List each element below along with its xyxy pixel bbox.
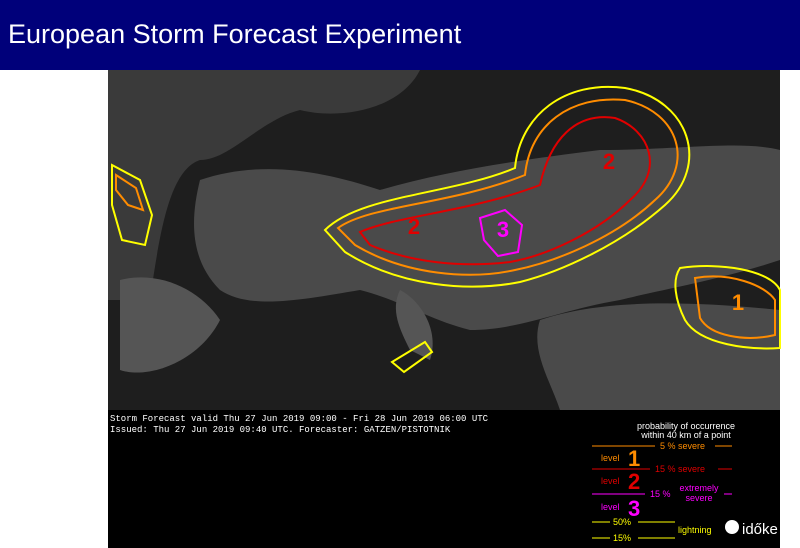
map-level-label: 2 <box>408 214 420 239</box>
legend-text: 15 % severe <box>655 464 705 474</box>
legend-level: 1 <box>628 446 640 471</box>
logo-icon <box>725 520 739 534</box>
legend-level: 2 <box>628 469 640 494</box>
forecast-issued: Issued: Thu 27 Jun 2019 09:40 UTC. Forec… <box>110 425 451 435</box>
map-level-label: 2 <box>603 149 615 174</box>
contour-level1 <box>336 98 679 276</box>
legend-panel: Storm Forecast valid Thu 27 Jun 2019 09:… <box>108 410 780 548</box>
logo: időke <box>742 521 778 538</box>
contour-lightning <box>323 85 691 288</box>
page-title: European Storm Forecast Experiment <box>8 19 462 49</box>
contours <box>111 85 781 374</box>
land <box>120 277 220 373</box>
header-bar <box>0 0 800 70</box>
legend-level: 3 <box>628 496 640 521</box>
legend-text: 5 % severe <box>660 441 705 451</box>
legend-text: 50% <box>613 517 631 527</box>
legend-heading: probability of occurrence <box>637 421 735 431</box>
contour-lightning <box>111 163 154 247</box>
contour-level1 <box>115 173 145 212</box>
legend-text: level <box>601 453 620 463</box>
forecast-map: 2 2 3 1 <box>108 70 781 410</box>
contour-lightning <box>390 340 434 374</box>
contour-level3 <box>478 208 524 258</box>
forecast-valid: Storm Forecast valid Thu 27 Jun 2019 09:… <box>110 414 489 424</box>
land <box>537 303 780 410</box>
legend-text: extremely <box>679 483 719 493</box>
map-level-label: 3 <box>497 217 509 242</box>
legend-text: 15% <box>613 533 631 543</box>
legend-text: level <box>601 476 620 486</box>
contour-lightning <box>674 265 781 350</box>
legend-heading: within 40 km of a point <box>640 430 731 440</box>
land <box>108 70 420 300</box>
land <box>194 145 781 330</box>
legend-text: lightning <box>678 525 712 535</box>
contour-level2 <box>358 116 651 266</box>
contour-level1 <box>693 275 776 339</box>
legend-background <box>108 410 780 548</box>
legend-text: level <box>601 502 620 512</box>
legend-text: 15 % <box>650 489 671 499</box>
legend-text: severe <box>685 493 712 503</box>
map-level-label: 1 <box>732 290 744 315</box>
